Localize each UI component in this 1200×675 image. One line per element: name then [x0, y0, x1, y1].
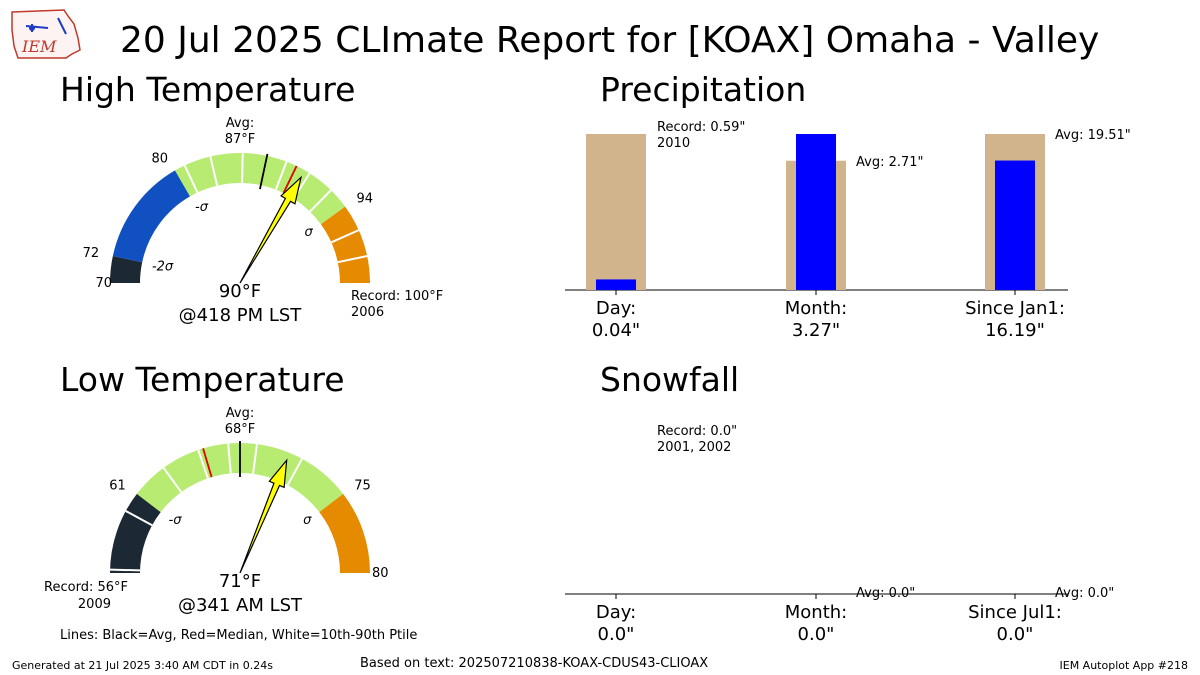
source-text-note: Based on text: 202507210838-KOAX-CDUS43-… [360, 656, 709, 671]
low-gauge-tick-label: 80 [372, 566, 389, 581]
low-gauge-percentile-line-1 [125, 510, 153, 527]
low-gauge-needle [239, 458, 288, 574]
high-temp-title: High Temperature [60, 70, 356, 109]
generated-note: Generated at 21 Jul 2025 3:40 AM CDT in … [12, 659, 273, 672]
precip-x-tick-value: 16.19" [985, 320, 1045, 341]
low-gauge-sigma-label: -σ [169, 513, 183, 528]
high-gauge-band-3 [320, 206, 370, 283]
high-gauge-percentile-line-7 [337, 254, 368, 264]
low-gauge-band-0 [110, 493, 161, 573]
high-gauge-avg-label: Avg: [226, 116, 254, 131]
snow-x-tick-value: 0.0" [997, 624, 1034, 645]
snow-x-tick-label: Day: [596, 602, 636, 623]
gauge-legend-note: Lines: Black=Avg, Red=Median, White=10th… [60, 628, 418, 643]
low-gauge-percentile-line-5 [252, 443, 258, 474]
precip-observed-bar [995, 160, 1035, 290]
high-gauge-percentile-line-5 [309, 189, 332, 213]
high-gauge-avg-value-label: 87°F [225, 132, 256, 147]
low-gauge-observed-value: 71°F [219, 571, 261, 592]
snow-annotation: Avg: 0.0" [1055, 586, 1114, 601]
snow-annotation: 2001, 2002 [657, 440, 731, 455]
high-gauge-observed-value: 90°F [219, 281, 261, 302]
precip-reference-bar [586, 134, 646, 290]
high-gauge-sigma-label: σ [305, 225, 314, 240]
precip-annotation: Avg: 19.51" [1055, 128, 1131, 143]
precip-x-tick-label: Day: [596, 298, 636, 319]
precip-title: Precipitation [600, 70, 807, 109]
precip-x-tick-label: Since Jan1: [965, 298, 1065, 319]
precip-x-tick-value: 0.04" [592, 320, 640, 341]
low-gauge-median-line [202, 448, 213, 478]
low-gauge-percentile-line-2 [162, 467, 183, 493]
high-gauge-tick-label: 70 [95, 276, 112, 291]
low-gauge-percentile-line-3 [197, 449, 209, 479]
svg-text:IEM: IEM [21, 37, 57, 56]
low-gauge-tick-label: 61 [109, 478, 126, 493]
low-gauge-percentile-line-0 [110, 568, 141, 572]
low-temp-title: Low Temperature [60, 360, 345, 399]
precip-observed-bar [796, 134, 836, 290]
low-gauge-percentile-line-6 [286, 458, 303, 486]
high-gauge-observed-time: @418 PM LST [179, 305, 303, 326]
app-id-note: IEM Autoplot App #218 [1059, 659, 1189, 672]
high-gauge-percentile-line-1 [209, 156, 219, 186]
high-gauge-median-line [282, 165, 298, 194]
precip-observed-bar [596, 279, 636, 290]
high-gauge-sigma-label: -2σ [152, 259, 174, 274]
high-gauge-band-1 [112, 170, 190, 263]
low-gauge-observed-time: @341 AM LST [178, 595, 303, 616]
snow-x-tick-value: 0.0" [598, 624, 635, 645]
precip-annotation: Avg: 2.71" [856, 155, 924, 170]
low-gauge-percentile-line-4 [227, 443, 232, 474]
high-gauge-percentile-line-6 [330, 229, 360, 244]
high-gauge-tick-label: 72 [83, 246, 100, 261]
high-gauge-record-year: 2006 [351, 305, 384, 320]
low-gauge-avg-value-label: 68°F [225, 422, 256, 437]
precip-x-tick-value: 3.27" [792, 320, 840, 341]
snow-x-tick-label: Since Jul1: [968, 602, 1062, 623]
high-gauge-percentile-line-2 [241, 153, 244, 184]
low-gauge-tick-label: 75 [354, 478, 371, 493]
snow-annotation: Record: 0.0" [657, 424, 737, 439]
high-gauge-percentile-line-3 [274, 161, 288, 191]
high-gauge-needle [239, 175, 303, 284]
low-gauge-band-1 [136, 443, 344, 513]
low-gauge-record-year: 2009 [78, 597, 111, 612]
high-gauge-band-0 [110, 255, 143, 283]
snow-annotation: Avg: 0.0" [856, 586, 915, 601]
low-gauge-sigma-label: σ [303, 513, 312, 528]
high-gauge-band-2 [175, 153, 346, 225]
high-gauge-record-label: Record: 100°F [351, 289, 443, 304]
low-gauge-band-2 [319, 493, 370, 573]
snow-title: Snowfall [600, 360, 740, 399]
precip-annotation: Record: 0.59" [657, 120, 745, 135]
high-gauge-avg-line [259, 153, 269, 190]
report-title: 20 Jul 2025 CLImate Report for [KOAX] Om… [120, 20, 1100, 61]
high-gauge-tick-label: 80 [151, 151, 168, 166]
low-gauge-record-label: Record: 56°F [44, 580, 128, 595]
snow-x-tick-label: Month: [785, 602, 847, 623]
high-gauge-sigma-label: -σ [195, 200, 209, 215]
precip-x-tick-label: Month: [785, 298, 847, 319]
iem-logo: IEM [11, 9, 81, 59]
high-gauge-percentile-line-0 [183, 164, 199, 193]
high-gauge-tick-label: 94 [356, 191, 373, 206]
precip-annotation: 2010 [657, 136, 690, 151]
snow-x-tick-value: 0.0" [798, 624, 835, 645]
low-gauge-avg-label: Avg: [226, 406, 254, 421]
